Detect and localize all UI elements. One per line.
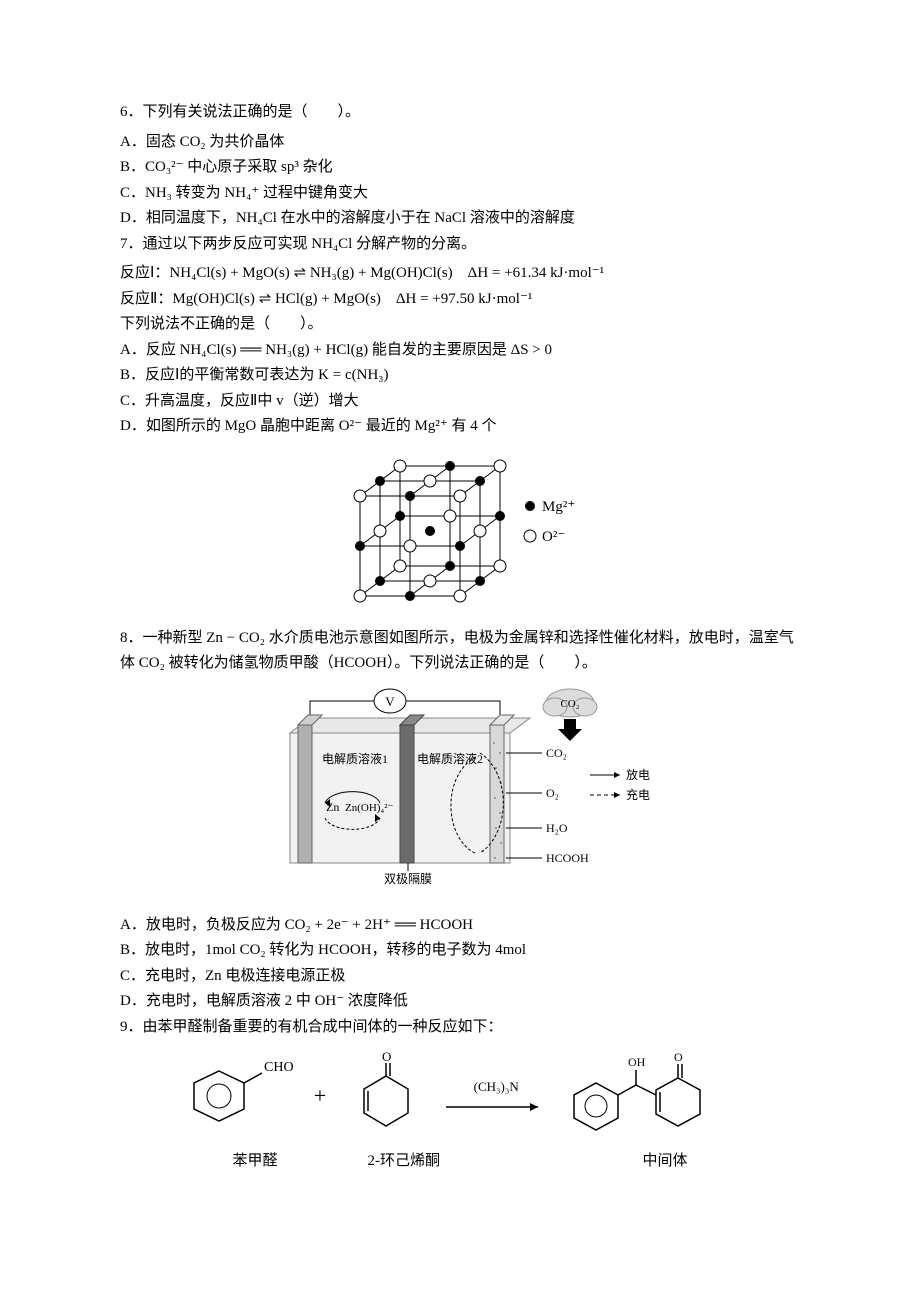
legend-o: O²⁻ (542, 529, 565, 545)
cell-svg: V 电解质溶液1 电解质溶液2 Zn (250, 683, 670, 903)
svg-text:CO₂: CO₂ (546, 746, 567, 760)
benzaldehyde-icon: CHO (184, 1051, 294, 1141)
q7-opt-a: A．反应 NH₄Cl(s) ══ NH₃(g) + HCl(g) 能自发的主要原… (120, 338, 800, 364)
q6-opt-d: D．相同温度下，NH₄Cl 在水中的溶解度小于在 NaCl 溶液中的溶解度 (120, 206, 800, 232)
q8-cell-figure: V 电解质溶液1 电解质溶液2 Zn (120, 683, 800, 903)
svg-text:V: V (385, 694, 395, 709)
svg-text:放电: 放电 (626, 767, 650, 782)
svg-text:电解质溶液2: 电解质溶液2 (417, 751, 483, 766)
q9-reaction: CHO + O (CH₃)₃N OH O (120, 1048, 800, 1143)
q7-opt-c: C．升高温度，反应Ⅱ中 v（逆）增大 (120, 389, 800, 415)
svg-text:充电: 充电 (626, 787, 650, 802)
product-icon: OH O (566, 1048, 736, 1143)
q7-lead: 下列说法不正确的是（ ）。 (120, 312, 800, 338)
q8-opt-a: A．放电时，负极反应为 CO₂ + 2e⁻ + 2H⁺ ══ HCOOH (120, 913, 800, 939)
legend-mg: Mg²⁺ (542, 499, 575, 515)
product-label: 中间体 (643, 1149, 688, 1175)
enone-label: 2-环己烯酮 (368, 1149, 441, 1175)
q6-opt-c: C．NH₃ 转变为 NH₄⁺ 过程中键角变大 (120, 181, 800, 207)
svg-text:O: O (674, 1050, 683, 1064)
q9-stem: 9．由苯甲醛制备重要的有机合成中间体的一种反应如下： (120, 1015, 800, 1041)
svg-text:Zn(OH)₄²⁻: Zn(OH)₄²⁻ (345, 802, 394, 814)
svg-text:CHO: CHO (264, 1060, 294, 1075)
svg-text:O₂: O₂ (546, 786, 559, 800)
svg-text:电解质溶液1: 电解质溶液1 (322, 751, 388, 766)
q7-r1: 反应Ⅰ：NH₄Cl(s) + MgO(s) ⇌ NH₃(g) + Mg(OH)C… (120, 261, 800, 287)
q8-opt-d: D．充电时，电解质溶液 2 中 OH⁻ 浓度降低 (120, 989, 800, 1015)
q7-crystal-figure: Mg²⁺ O²⁻ (120, 446, 800, 616)
q9-labels: 苯甲醛 2-环己烯酮 xxx 中间体 (120, 1149, 800, 1175)
svg-text:O: O (382, 1051, 391, 1064)
reaction-arrow: (CH₃)₃N (446, 1076, 546, 1114)
svg-text:H₂O: H₂O (546, 821, 568, 835)
q6-opt-a: A．固态 CO₂ 为共价晶体 (120, 130, 800, 156)
svg-text:CO₂: CO₂ (560, 698, 579, 710)
q7-opt-d: D．如图所示的 MgO 晶胞中距离 O²⁻ 最近的 Mg²⁺ 有 4 个 (120, 414, 800, 440)
crystal-svg: Mg²⁺ O²⁻ (330, 446, 590, 616)
svg-text:双极隔膜: 双极隔膜 (384, 872, 432, 886)
q7-stem: 7．通过以下两步反应可实现 NH₄Cl 分解产物的分离。 (120, 232, 800, 258)
svg-text:HCOOH: HCOOH (546, 851, 589, 865)
plus-sign: + (314, 1077, 326, 1114)
q8-opt-c: C．充电时，Zn 电极连接电源正极 (120, 964, 800, 990)
q7-opt-b: B．反应Ⅰ的平衡常数可表达为 K = c(NH₃) (120, 363, 800, 389)
q7-r2: 反应Ⅱ：Mg(OH)Cl(s) ⇌ HCl(g) + MgO(s) ΔH = +… (120, 287, 800, 313)
q6-opt-b: B．CO₃²⁻ 中心原子采取 sp³ 杂化 (120, 155, 800, 181)
benz-label: 苯甲醛 (232, 1149, 277, 1175)
q8-opt-b: B．放电时，1mol CO₂ 转化为 HCOOH，转移的电子数为 4mol (120, 938, 800, 964)
cyclohexenone-icon: O (346, 1051, 426, 1141)
q8-stem: 8．一种新型 Zn − CO₂ 水介质电池示意图如图所示，电极为金属锌和选择性催… (120, 626, 800, 677)
q6-stem: 6．下列有关说法正确的是（ ）。 (120, 100, 800, 126)
svg-text:OH: OH (628, 1055, 646, 1069)
